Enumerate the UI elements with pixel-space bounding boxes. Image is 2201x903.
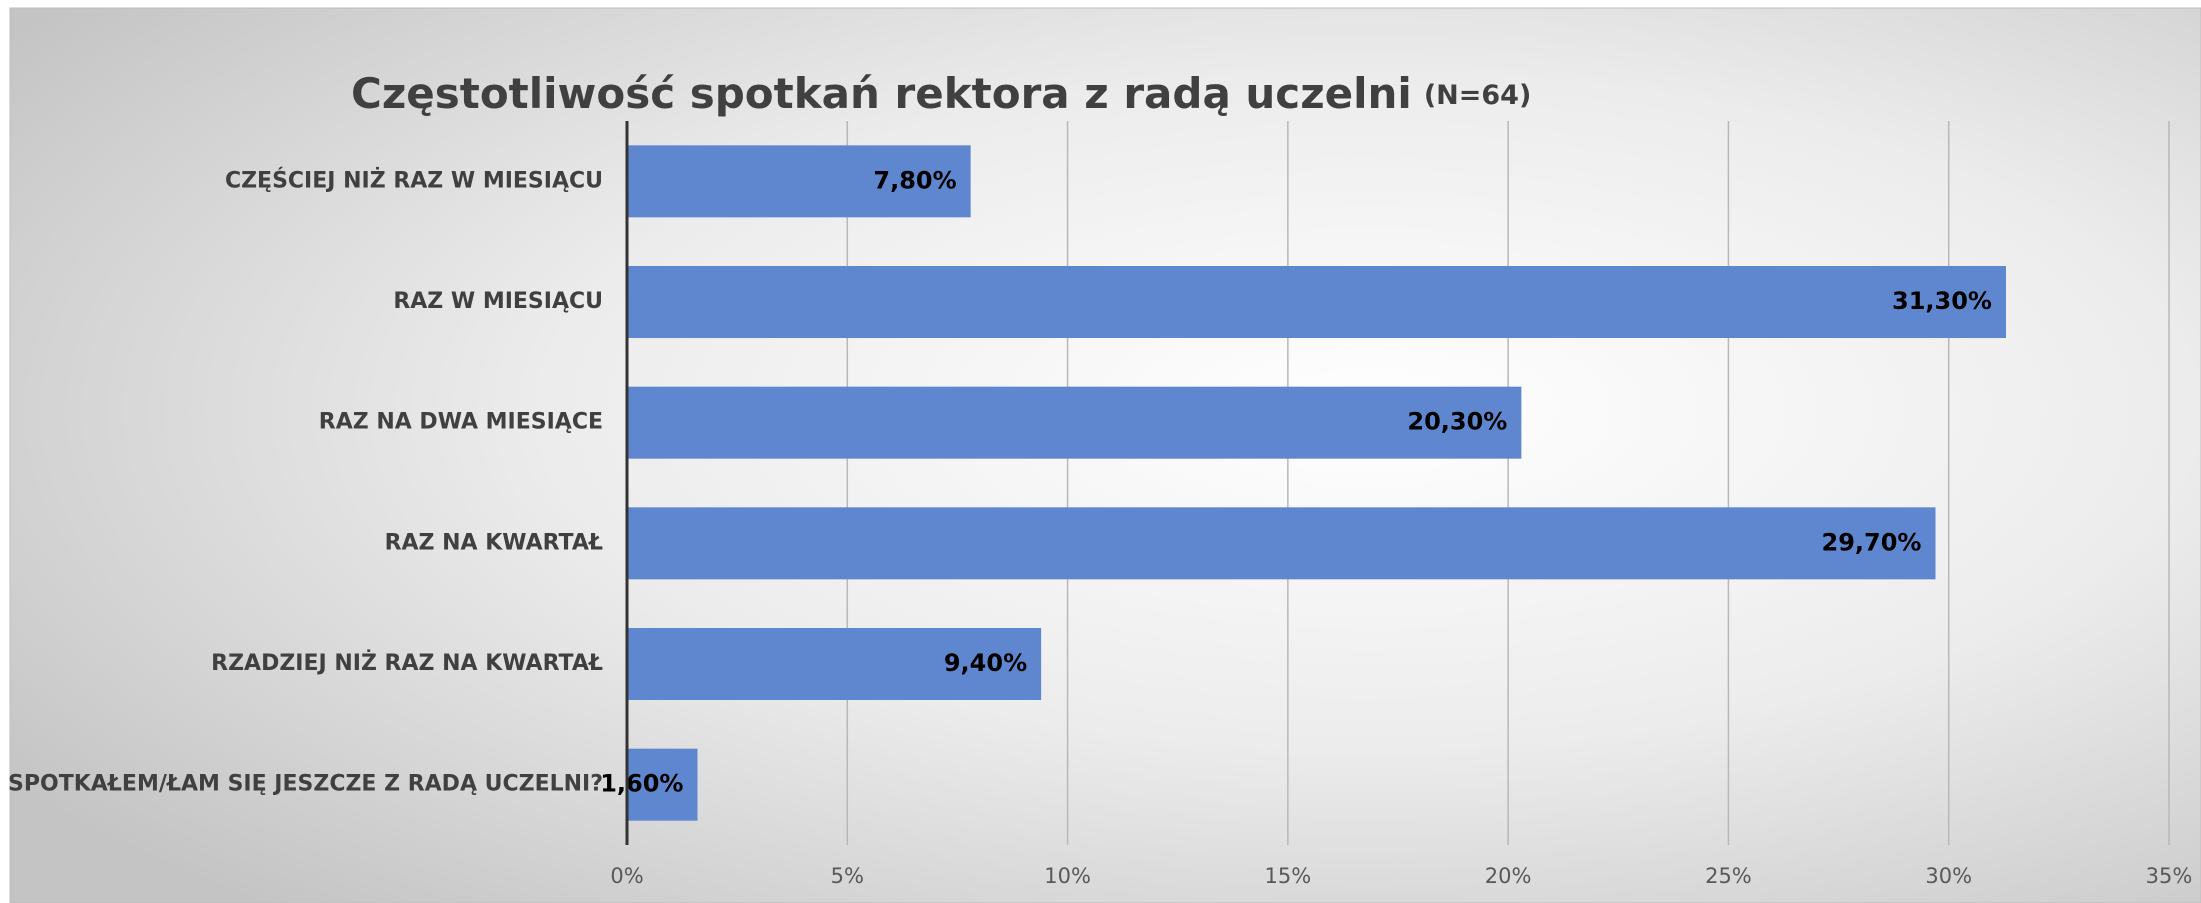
x-tick-label: 0%: [610, 864, 643, 888]
bar: [627, 507, 1936, 580]
x-tick-label: 30%: [1925, 864, 1972, 888]
data-label: 29,70%: [1822, 528, 1922, 556]
bar: [627, 628, 1042, 700]
data-label: 31,30%: [1892, 287, 1992, 315]
y-tick-label: RAZ NA KWARTAŁ: [385, 530, 603, 555]
chart-title: Częstotliwość spotkań rektora z radą ucz…: [351, 69, 1531, 118]
title-text: Częstotliwość spotkań rektora z radą ucz…: [351, 69, 1412, 118]
subtitle-text: (N=64): [1424, 80, 1531, 111]
bar: [627, 748, 698, 821]
bar: [627, 266, 2006, 338]
y-tick-label: CZĘŚCIEJ NIŻ RAZ W MIESIĄCU: [225, 167, 603, 193]
bar: [627, 386, 1522, 459]
data-label: 7,80%: [873, 166, 956, 194]
x-tick-label: 20%: [1485, 864, 1532, 888]
data-label: 20,30%: [1407, 408, 1507, 436]
y-tick-label: RAZ W MIESIĄCU: [393, 289, 603, 314]
bar: [627, 145, 971, 218]
data-label: 9,40%: [944, 649, 1027, 677]
x-tick-label: 35%: [2146, 864, 2193, 888]
x-tick-label: 15%: [1265, 864, 1312, 888]
x-tick-label: 25%: [1705, 864, 1752, 888]
x-tick-label: 5%: [831, 864, 864, 888]
y-tick-label: NIE SPOTKAŁEM/ŁAM SIĘ JESZCZE Z RADĄ UCZ…: [0, 772, 603, 797]
y-tick-label: RZADZIEJ NIŻ RAZ NA KWARTAŁ: [211, 650, 603, 676]
y-tick-label: RAZ NA DWA MIESIĄCE: [319, 410, 603, 435]
x-tick-label: 10%: [1044, 864, 1091, 888]
data-label: 1,60%: [600, 770, 683, 798]
